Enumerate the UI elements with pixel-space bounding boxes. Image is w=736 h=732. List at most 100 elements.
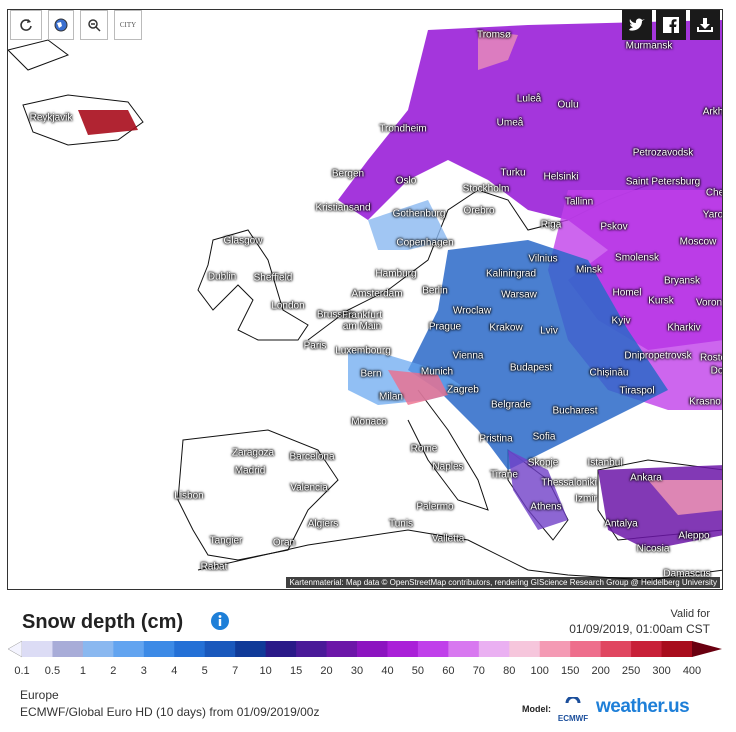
twitter-icon bbox=[629, 18, 645, 31]
zoom-button[interactable] bbox=[80, 10, 108, 40]
city-label: Copenhagen bbox=[396, 237, 454, 249]
city-label: Skopje bbox=[527, 457, 559, 469]
legend-label: 20 bbox=[320, 665, 332, 677]
city-label: Tallinn bbox=[564, 196, 594, 208]
city-label: Hamburg bbox=[375, 268, 417, 280]
city-label: Riga bbox=[540, 219, 562, 231]
model-label: Model: bbox=[522, 704, 551, 714]
legend-label: 250 bbox=[622, 665, 640, 677]
legend-swatch bbox=[204, 641, 236, 657]
city-label: Warsaw bbox=[501, 289, 537, 301]
refresh-icon bbox=[20, 19, 32, 31]
city-label: Zaragoza bbox=[231, 447, 275, 459]
legend-swatch bbox=[357, 641, 388, 657]
legend-swatch bbox=[174, 641, 206, 657]
download-button[interactable] bbox=[690, 10, 720, 40]
city-label: Valencia bbox=[290, 482, 328, 494]
valid-time: 01/09/2019, 01:00am CST bbox=[569, 622, 710, 636]
legend-label: 150 bbox=[561, 665, 579, 677]
city-label: Saint Petersburg bbox=[625, 176, 701, 188]
ecmwf-logo: ECMWF bbox=[555, 695, 591, 723]
city-label: Oslo bbox=[395, 175, 417, 187]
facebook-button[interactable] bbox=[656, 10, 686, 40]
legend-label: 2 bbox=[110, 665, 116, 677]
city-label: Sofia bbox=[532, 431, 556, 443]
legend-swatch bbox=[631, 641, 663, 657]
legend-label: 30 bbox=[351, 665, 363, 677]
legend-label: 40 bbox=[381, 665, 393, 677]
city-button[interactable]: CITY bbox=[114, 10, 142, 40]
city-label: Antalya bbox=[604, 518, 638, 530]
city-label: London bbox=[271, 300, 305, 312]
city-label: Tirane bbox=[490, 469, 518, 481]
brand-logo[interactable]: weather.us bbox=[596, 696, 690, 717]
twitter-button[interactable] bbox=[622, 10, 652, 40]
city-label: Dnipropetrovsk bbox=[624, 350, 692, 362]
city-label: Valletta bbox=[431, 533, 465, 545]
legend-swatch bbox=[539, 641, 571, 657]
legend-arrow-right bbox=[692, 641, 722, 657]
city-label: Tunis bbox=[388, 518, 414, 530]
city-label: Helsinki bbox=[543, 171, 579, 183]
city-label: Rosto bbox=[699, 352, 722, 364]
city-label: Berlin bbox=[422, 285, 448, 297]
globe-icon bbox=[54, 18, 68, 32]
city-label: Sheffield bbox=[253, 272, 293, 284]
city-label: Gothenburg bbox=[392, 208, 446, 220]
ecmwf-text: ECMWF bbox=[557, 714, 589, 723]
legend-label: 200 bbox=[591, 665, 609, 677]
city-label: Pskov bbox=[600, 221, 628, 233]
city-label: Milan bbox=[379, 391, 403, 403]
city-label: Kyiv bbox=[611, 315, 631, 327]
city-label: Algiers bbox=[307, 518, 339, 530]
city-label: Vienna bbox=[452, 350, 484, 362]
city-label: Amsterdam bbox=[351, 288, 403, 300]
legend-label: 50 bbox=[412, 665, 424, 677]
refresh-button[interactable] bbox=[10, 10, 42, 40]
city-label: Vilnius bbox=[528, 253, 558, 265]
legend-label: 1 bbox=[80, 665, 86, 677]
legend-label: 0.1 bbox=[14, 665, 29, 677]
legend-label: 3 bbox=[141, 665, 147, 677]
legend-swatch bbox=[417, 641, 449, 657]
legend-swatch bbox=[509, 641, 541, 657]
snow-cover bbox=[78, 20, 722, 550]
city-label: Athens bbox=[530, 501, 562, 513]
city-label: Monaco bbox=[351, 416, 387, 428]
legend-swatch bbox=[600, 641, 632, 657]
city-label: Munich bbox=[420, 366, 454, 378]
info-icon[interactable] bbox=[210, 611, 230, 631]
legend-label: 0.5 bbox=[45, 665, 60, 677]
city-label: Paris bbox=[303, 340, 327, 352]
city-label: Moscow bbox=[679, 236, 717, 248]
color-scale: 0.1 0.5 1 2 3 4 5 7 10 15 20 30 40 50 60 70 80 100 150 200 2… bbox=[7, 640, 722, 677]
globe-button[interactable] bbox=[48, 10, 74, 40]
city-label: Tiraspol bbox=[619, 385, 655, 397]
legend-swatch bbox=[265, 641, 297, 657]
city-label: Bucharest bbox=[552, 405, 598, 417]
city-label: Wroclaw bbox=[452, 305, 492, 317]
city-label: Kaliningrad bbox=[485, 268, 537, 280]
city-label: Ankara bbox=[630, 472, 662, 484]
legend-swatch bbox=[143, 641, 175, 657]
legend-label: 4 bbox=[171, 665, 177, 677]
map: Tromsø Murmansk Reykjavik Luleå Oulu Arkh Umeå… bbox=[7, 9, 723, 590]
city-label: Bryansk bbox=[663, 275, 701, 287]
legend-swatch bbox=[296, 641, 328, 657]
city-label: Oulu bbox=[557, 99, 579, 111]
legend-label: 60 bbox=[442, 665, 454, 677]
map-layer bbox=[8, 20, 722, 581]
city-label: Rabat bbox=[200, 561, 228, 573]
legend-label: 10 bbox=[260, 665, 272, 677]
city-label: Chișinău bbox=[589, 367, 629, 379]
zoom-icon bbox=[88, 19, 101, 32]
city-label: Kristiansand bbox=[315, 202, 371, 214]
valid-label: Valid for bbox=[670, 608, 710, 620]
city-label: Tangier bbox=[209, 535, 243, 547]
city-label: Lisbon bbox=[174, 490, 204, 502]
attribution: Kartenmaterial: Map data © OpenStreetMap… bbox=[286, 577, 720, 588]
city-label: Petrozavodsk bbox=[632, 147, 694, 159]
city-label: Madrid bbox=[234, 465, 266, 477]
city-label: Lviv bbox=[540, 325, 558, 337]
city-label: Yaro bbox=[702, 209, 723, 221]
